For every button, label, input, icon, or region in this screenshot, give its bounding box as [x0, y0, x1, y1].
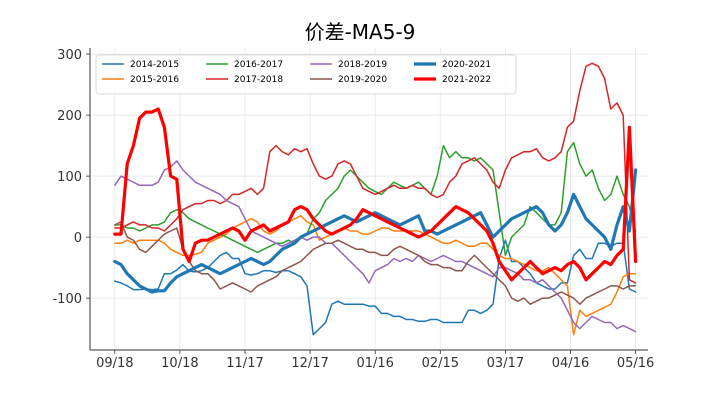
- x-tick-label-2: 11/17: [226, 356, 263, 371]
- series-line-2019-2020: [114, 221, 637, 305]
- x-tick-label-7: 04/16: [552, 356, 589, 371]
- axes-layer: 300 200 100 0 -100 09/18 10/18 11/17 12/17 01/16 0…: [52, 48, 654, 371]
- legend-label-2021-2022: 2021-2022: [442, 75, 491, 85]
- legend-box: [95, 54, 517, 95]
- series-line-2018-2019: [114, 160, 637, 333]
- grid-layer: [90, 48, 648, 350]
- chart-title: 价差-MA5-9: [305, 20, 416, 44]
- x-tick-label-6: 03/17: [487, 356, 524, 371]
- legend-label-2020-2021: 2020-2021: [442, 60, 491, 70]
- legend-label-2016-2017: 2016-2017: [234, 60, 283, 70]
- series-line-2015-2016: [114, 215, 637, 336]
- series-line-2014-2015: [114, 239, 637, 336]
- x-tick-label-0: 09/18: [96, 356, 133, 371]
- series-layer: [113, 62, 638, 336]
- y-tick-label-1: 200: [57, 109, 82, 124]
- x-tick-label-4: 01/16: [356, 356, 393, 371]
- y-tick-label-2: 100: [57, 170, 82, 185]
- legend-label-2015-2016: 2015-2016: [130, 75, 179, 85]
- x-tick-label-5: 02/15: [422, 356, 459, 371]
- legend-label-2019-2020: 2019-2020: [338, 75, 387, 85]
- legend-label-2014-2015: 2014-2015: [130, 60, 179, 70]
- y-tick-label-3: 0: [74, 231, 82, 246]
- legend-label-2017-2018: 2017-2018: [234, 75, 283, 85]
- legend-label-2018-2019: 2018-2019: [338, 60, 387, 70]
- series-line-2020-2021: [113, 168, 638, 294]
- x-tick-label-3: 12/17: [291, 356, 328, 371]
- legend: 2014-2015 2015-2016 2016-2017 2017-2018 2018…: [95, 54, 517, 95]
- series-line-2017-2018: [114, 62, 637, 284]
- series-line-2021-2022: [113, 107, 638, 282]
- y-tick-label-4: -100: [52, 292, 82, 307]
- x-tick-label-8: 05/16: [617, 356, 654, 371]
- x-tick-label-1: 10/18: [161, 356, 198, 371]
- y-tick-label-0: 300: [57, 48, 82, 63]
